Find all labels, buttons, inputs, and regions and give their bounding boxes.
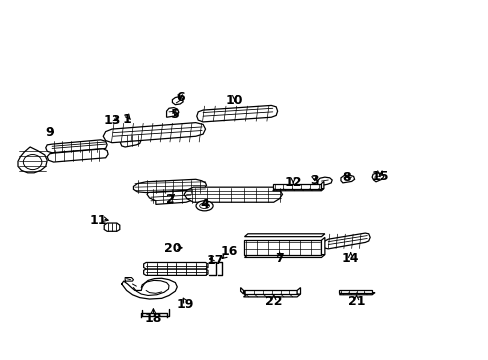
- Text: 10: 10: [225, 94, 243, 107]
- Polygon shape: [321, 181, 323, 189]
- Polygon shape: [183, 187, 282, 202]
- Polygon shape: [103, 123, 205, 143]
- Text: 7: 7: [275, 252, 284, 265]
- Text: 6: 6: [176, 91, 184, 104]
- Polygon shape: [244, 234, 324, 237]
- Text: 1: 1: [122, 113, 131, 126]
- Text: 9: 9: [45, 126, 54, 139]
- Polygon shape: [196, 105, 277, 122]
- Text: 17: 17: [206, 254, 224, 267]
- Polygon shape: [272, 184, 321, 189]
- Ellipse shape: [23, 154, 42, 170]
- Ellipse shape: [199, 203, 209, 208]
- Text: 4: 4: [200, 198, 208, 211]
- Text: 18: 18: [144, 312, 162, 325]
- Polygon shape: [272, 189, 323, 191]
- Polygon shape: [371, 173, 383, 182]
- Text: 12: 12: [284, 176, 302, 189]
- Polygon shape: [339, 293, 374, 295]
- Polygon shape: [172, 97, 183, 105]
- Text: 2: 2: [166, 193, 175, 206]
- Polygon shape: [120, 134, 141, 147]
- Text: 15: 15: [370, 170, 388, 183]
- Polygon shape: [143, 269, 207, 275]
- Text: 20: 20: [163, 242, 181, 255]
- Polygon shape: [297, 288, 300, 294]
- Polygon shape: [243, 294, 300, 297]
- Ellipse shape: [196, 201, 213, 211]
- Text: 8: 8: [342, 171, 350, 184]
- Polygon shape: [47, 149, 108, 162]
- Polygon shape: [166, 108, 179, 117]
- Text: 11: 11: [89, 214, 107, 227]
- Polygon shape: [243, 291, 297, 294]
- Text: 16: 16: [220, 245, 237, 258]
- Polygon shape: [46, 140, 107, 153]
- Polygon shape: [244, 240, 321, 255]
- Text: 13: 13: [103, 114, 121, 127]
- Text: 14: 14: [341, 252, 359, 265]
- Polygon shape: [133, 179, 206, 193]
- Text: 21: 21: [347, 296, 365, 309]
- Polygon shape: [339, 290, 371, 293]
- Polygon shape: [240, 288, 243, 294]
- Polygon shape: [18, 147, 47, 173]
- Text: 3: 3: [309, 174, 318, 186]
- Polygon shape: [244, 255, 324, 257]
- Polygon shape: [317, 177, 331, 186]
- Polygon shape: [147, 188, 195, 204]
- Text: 19: 19: [176, 298, 193, 311]
- Text: 5: 5: [171, 108, 179, 121]
- Polygon shape: [340, 175, 354, 183]
- Polygon shape: [104, 223, 120, 231]
- Polygon shape: [323, 233, 369, 249]
- Polygon shape: [321, 237, 324, 255]
- Text: 22: 22: [264, 296, 282, 309]
- Polygon shape: [143, 262, 207, 269]
